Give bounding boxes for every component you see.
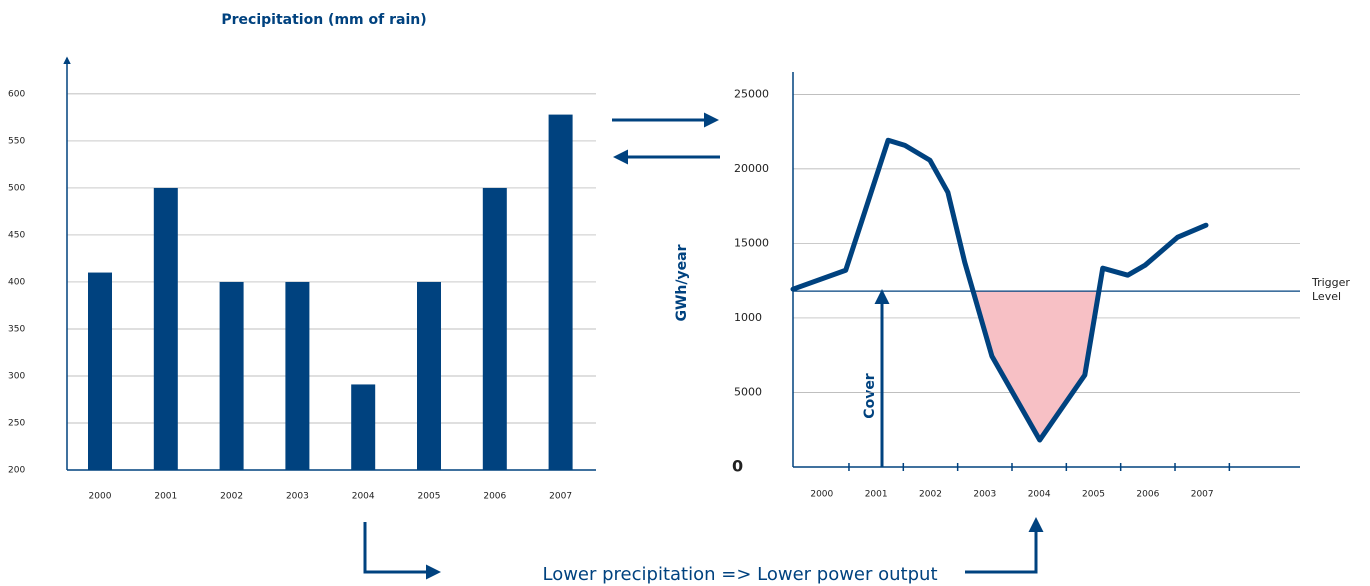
y-tick-label: 200	[8, 466, 25, 476]
y-tick-label: 300	[8, 371, 25, 381]
bar	[88, 272, 112, 470]
y-tick-label: 350	[8, 324, 25, 334]
x-tick-label: 2002	[919, 490, 942, 500]
y-axis-label: GWh/year	[674, 244, 690, 321]
y-tick-label: 1000	[734, 311, 762, 324]
series-line	[790, 137, 1209, 443]
y-tick-label: 400	[8, 277, 25, 287]
x-tick-label: 2000	[89, 492, 112, 502]
bar	[482, 187, 507, 470]
arrow	[363, 522, 441, 580]
x-tick-label: 2001	[154, 492, 177, 502]
bar	[417, 281, 441, 470]
bar	[351, 384, 376, 470]
x-tick-label: 2005	[418, 492, 441, 502]
y-tick-label: 550	[8, 136, 25, 146]
caption: Lower precipitation => Lower power outpu…	[542, 564, 937, 585]
x-tick-label: 2003	[286, 492, 309, 502]
y-tick-label: 15000	[734, 236, 769, 249]
y-tick-label: 0	[732, 457, 743, 476]
x-tick-label: 2007	[549, 492, 572, 502]
shortfall-area	[793, 291, 1206, 441]
x-tick-label: 2003	[973, 490, 996, 500]
x-tick-label: 2002	[220, 492, 243, 502]
chart-title: Precipitation (mm of rain)	[221, 12, 426, 28]
x-tick-label: 2004	[1028, 490, 1051, 500]
x-tick-label: 2007	[1191, 490, 1214, 500]
x-tick-label: 2006	[483, 492, 506, 502]
trigger-label: Trigger Level	[1312, 276, 1350, 303]
arrows	[363, 112, 1044, 580]
bar	[548, 114, 573, 470]
y-tick-label: 600	[8, 89, 25, 99]
x-tick-label: 2000	[810, 490, 833, 500]
y-tick-label: 25000	[734, 87, 769, 100]
x-tick-label: 2004	[352, 492, 375, 502]
bar	[219, 281, 244, 470]
cover-label: Cover	[862, 373, 878, 419]
y-tick-label: 500	[8, 183, 25, 193]
y-tick-label: 250	[8, 418, 25, 428]
y-tick-label: 450	[8, 230, 25, 240]
x-tick-label: 2005	[1082, 490, 1105, 500]
y-tick-label: 20000	[734, 162, 769, 175]
x-tick-label: 2001	[865, 490, 888, 500]
x-tick-label: 2006	[1136, 490, 1159, 500]
y-tick-label: 5000	[734, 385, 762, 398]
bar	[285, 281, 310, 470]
bar	[153, 187, 178, 470]
arrow	[965, 517, 1044, 574]
